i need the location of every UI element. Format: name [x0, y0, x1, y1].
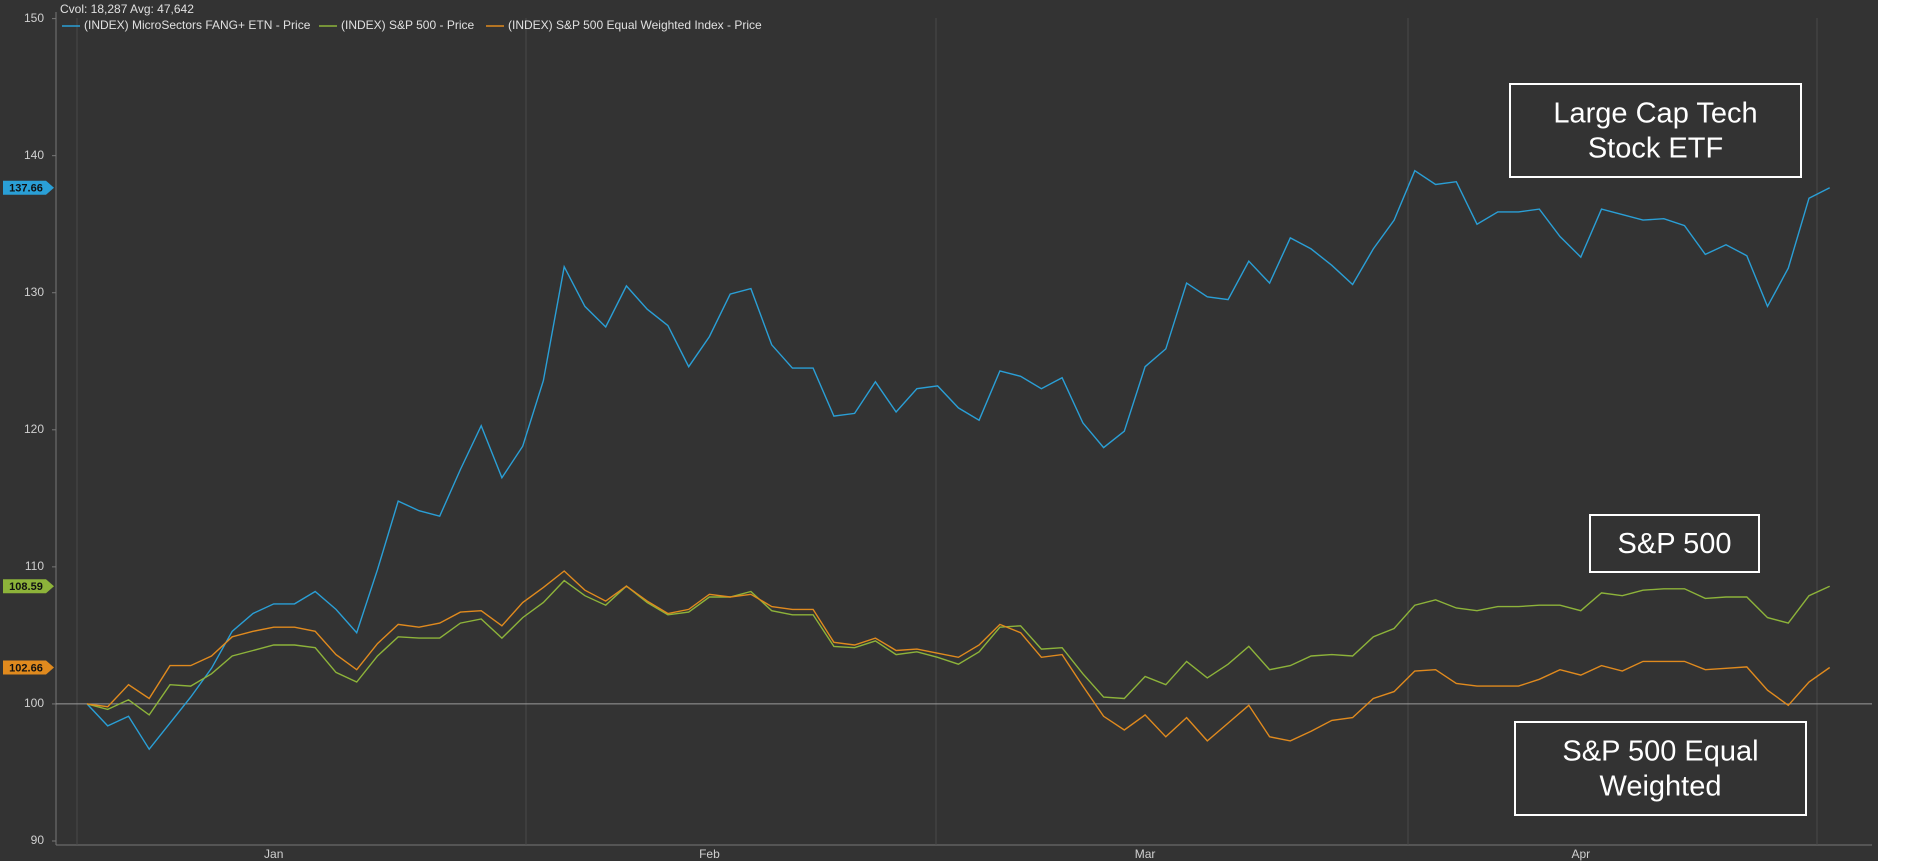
value-badge-label: 108.59 [9, 581, 43, 593]
annotation-box [1589, 514, 1760, 573]
legend-label: (INDEX) S&P 500 Equal Weighted Index - P… [508, 18, 762, 32]
y-tick-label: 140 [24, 148, 44, 162]
y-tick-label: 100 [24, 696, 44, 710]
annotation-box [1509, 83, 1802, 178]
header-text: Cvol: 18,287 Avg: 47,642 [60, 2, 194, 16]
value-badge [3, 579, 54, 594]
value-badge [3, 180, 54, 195]
annotation-text: Large Cap Tech [1553, 98, 1757, 130]
series-line [86, 570, 1831, 742]
y-tick-label: 90 [31, 833, 45, 847]
annotation-box [1514, 721, 1807, 816]
value-badge-label: 102.66 [9, 662, 43, 674]
x-tick-label: Mar [1135, 847, 1156, 861]
annotation-text: Weighted [1600, 771, 1722, 803]
series-line [86, 579, 1830, 716]
x-tick-label: Apr [1571, 847, 1590, 861]
y-tick-label: 150 [24, 11, 44, 25]
value-badge-label: 137.66 [9, 183, 43, 195]
annotation-text: S&P 500 Equal [1562, 736, 1758, 768]
annotation-text: S&P 500 [1618, 528, 1732, 560]
y-tick-label: 130 [24, 285, 44, 299]
y-tick-label: 120 [24, 422, 44, 436]
x-tick-label: Feb [699, 847, 720, 861]
x-tick-label: Jan [264, 847, 283, 861]
series-line [86, 169, 1831, 751]
legend-label: (INDEX) S&P 500 - Price [341, 18, 474, 32]
legend-label: (INDEX) MicroSectors FANG+ ETN - Price [84, 18, 311, 32]
y-tick-label: 110 [25, 559, 44, 573]
value-badge [3, 660, 54, 675]
annotation-text: Stock ETF [1588, 133, 1723, 165]
